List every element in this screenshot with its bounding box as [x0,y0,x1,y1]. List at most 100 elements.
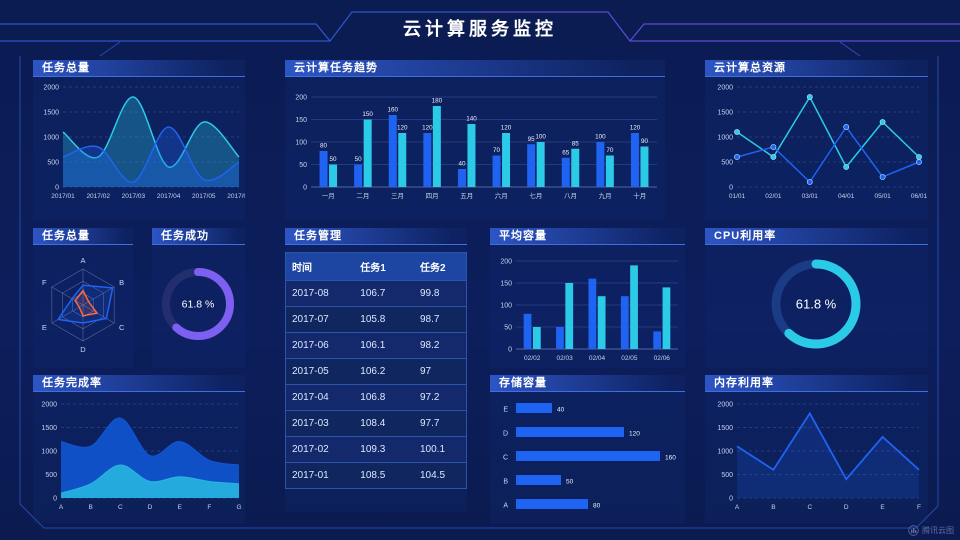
svg-text:500: 500 [47,160,59,167]
svg-text:02/01: 02/01 [765,193,782,200]
table-row: 2017-03 108.4 97.7 [285,410,467,437]
svg-text:160: 160 [387,107,398,114]
svg-text:50: 50 [504,325,512,332]
svg-text:02/05: 02/05 [621,355,638,362]
svg-text:70: 70 [493,147,501,154]
svg-text:B: B [503,479,508,486]
svg-text:0: 0 [53,496,57,503]
svg-text:500: 500 [721,160,733,167]
svg-text:100: 100 [595,134,606,141]
svg-text:120: 120 [630,125,641,132]
total-resources-line-chart: 0 500 1000 1500 2000 01/01 02/01 03/01 04/01 05/0… [717,85,928,201]
svg-text:200: 200 [500,259,512,266]
memory-line-chart: 0 500 1000 1500 2000 A B C D E F [717,402,921,512]
svg-text:50: 50 [330,156,338,163]
svg-text:二月: 二月 [356,192,369,200]
svg-text:A: A [59,504,64,511]
svg-text:50: 50 [299,162,307,169]
svg-text:四月: 四月 [426,192,439,200]
svg-text:65: 65 [562,149,570,156]
panel-title-trend: 云计算任务趋势 [285,60,665,77]
table-row: 2017-07 105.8 98.7 [285,306,467,333]
table-cell: 97.2 [413,384,467,411]
svg-text:1500: 1500 [43,110,59,117]
svg-text:1500: 1500 [41,425,57,432]
column-header-task2: 任务2 [413,252,467,281]
avg-capacity-bar-chart: 0 50 100 150 200 02/02 02/03 02/04 02/05 02/06 [500,259,678,362]
svg-text:70: 70 [606,147,614,154]
svg-text:200: 200 [295,95,307,102]
panel-title-avg-capacity: 平均容量 [490,228,685,245]
table-row: 2017-08 106.7 99.8 [285,280,467,307]
table-cell: 2017-03 [285,410,355,437]
svg-text:2000: 2000 [717,402,733,409]
task-total-area-chart: 0 500 1000 1500 2000 2017/01 2017/02 2017/03 201… [43,85,245,201]
svg-text:1000: 1000 [41,449,57,456]
svg-text:500: 500 [45,472,57,479]
svg-text:500: 500 [721,472,733,479]
panel-memory: 内存利用率 0 500 1000 1500 2000 A B C D E F [705,375,928,523]
svg-text:150: 150 [362,111,373,118]
svg-text:D: D [844,504,849,511]
panel-avg-capacity: 平均容量 0 50 100 150 200 02/02 02/03 02/04 02/05 02/… [490,228,685,368]
svg-text:100: 100 [295,140,307,147]
table-cell: 106.7 [354,280,414,307]
svg-text:50: 50 [355,156,363,163]
column-header-time: 时间 [285,252,355,281]
panel-title-cpu: CPU利用率 [705,228,928,245]
storage-hbar-chart: E 40 D 120 C 160 B 50 A 80 [503,403,676,510]
task-success-donut: 61.8 % [162,268,234,340]
panel-title-storage: 存储容量 [490,375,685,392]
task-table-body: 2017-08 106.7 99.8 2017-07 105.8 98.7 2017-06 1… [285,280,467,489]
svg-text:80: 80 [320,143,328,150]
panel-cpu: CPU利用率 61.8 % [705,228,928,368]
svg-text:02/04: 02/04 [589,355,606,362]
cpu-donut: 61.8 % [771,259,861,349]
panel-title-total-resources: 云计算总资源 [705,60,928,77]
svg-text:十月: 十月 [633,191,646,200]
svg-text:1000: 1000 [717,135,733,142]
table-cell: 2017-06 [285,332,355,359]
svg-text:02/02: 02/02 [524,355,541,362]
svg-text:61.8 %: 61.8 % [796,297,837,312]
svg-text:61.8 %: 61.8 % [182,299,215,311]
panel-title-memory: 内存利用率 [705,375,928,392]
svg-text:120: 120 [629,431,640,438]
svg-text:0: 0 [303,185,307,192]
svg-text:140: 140 [466,116,477,123]
table-cell: 2017-04 [285,384,355,411]
panel-task-success: 任务成功 61.8 % [152,228,245,368]
svg-text:E: E [177,504,182,511]
svg-text:九月: 九月 [599,191,612,200]
svg-text:1000: 1000 [43,135,59,142]
svg-text:1500: 1500 [717,425,733,432]
svg-text:0: 0 [729,496,733,503]
svg-text:120: 120 [501,125,512,132]
svg-text:B: B [88,504,92,511]
table-cell: 99.8 [413,280,467,307]
svg-text:50: 50 [566,479,574,486]
svg-text:120: 120 [422,125,433,132]
table-row: 2017-01 108.5 104.5 [285,462,467,489]
panel-task-completion: 任务完成率 0 500 1000 1500 2000 A B C D E F G [33,375,245,523]
table-row: 2017-06 106.1 98.2 [285,332,467,359]
svg-text:2000: 2000 [41,402,57,409]
table-cell: 108.4 [354,410,414,437]
svg-text:2017/01: 2017/01 [51,193,75,200]
svg-text:04/01: 04/01 [838,193,855,200]
task-radar-chart: A B C D E F [42,256,125,354]
panel-title-task-table: 任务管理 [285,228,467,245]
svg-text:40: 40 [458,161,466,168]
svg-text:05/01: 05/01 [874,193,891,200]
task-completion-area-chart: 0 500 1000 1500 2000 A B C D E F G [41,402,241,512]
svg-text:150: 150 [500,281,512,288]
svg-text:B: B [119,278,124,287]
svg-text:160: 160 [665,455,676,462]
table-cell: 2017-02 [285,436,355,463]
svg-text:06/01: 06/01 [911,193,928,200]
table-cell: 97.7 [413,410,467,437]
svg-text:2017/04: 2017/04 [157,193,181,200]
table-cell: 2017-08 [285,280,355,307]
table-cell: 105.8 [354,306,414,333]
